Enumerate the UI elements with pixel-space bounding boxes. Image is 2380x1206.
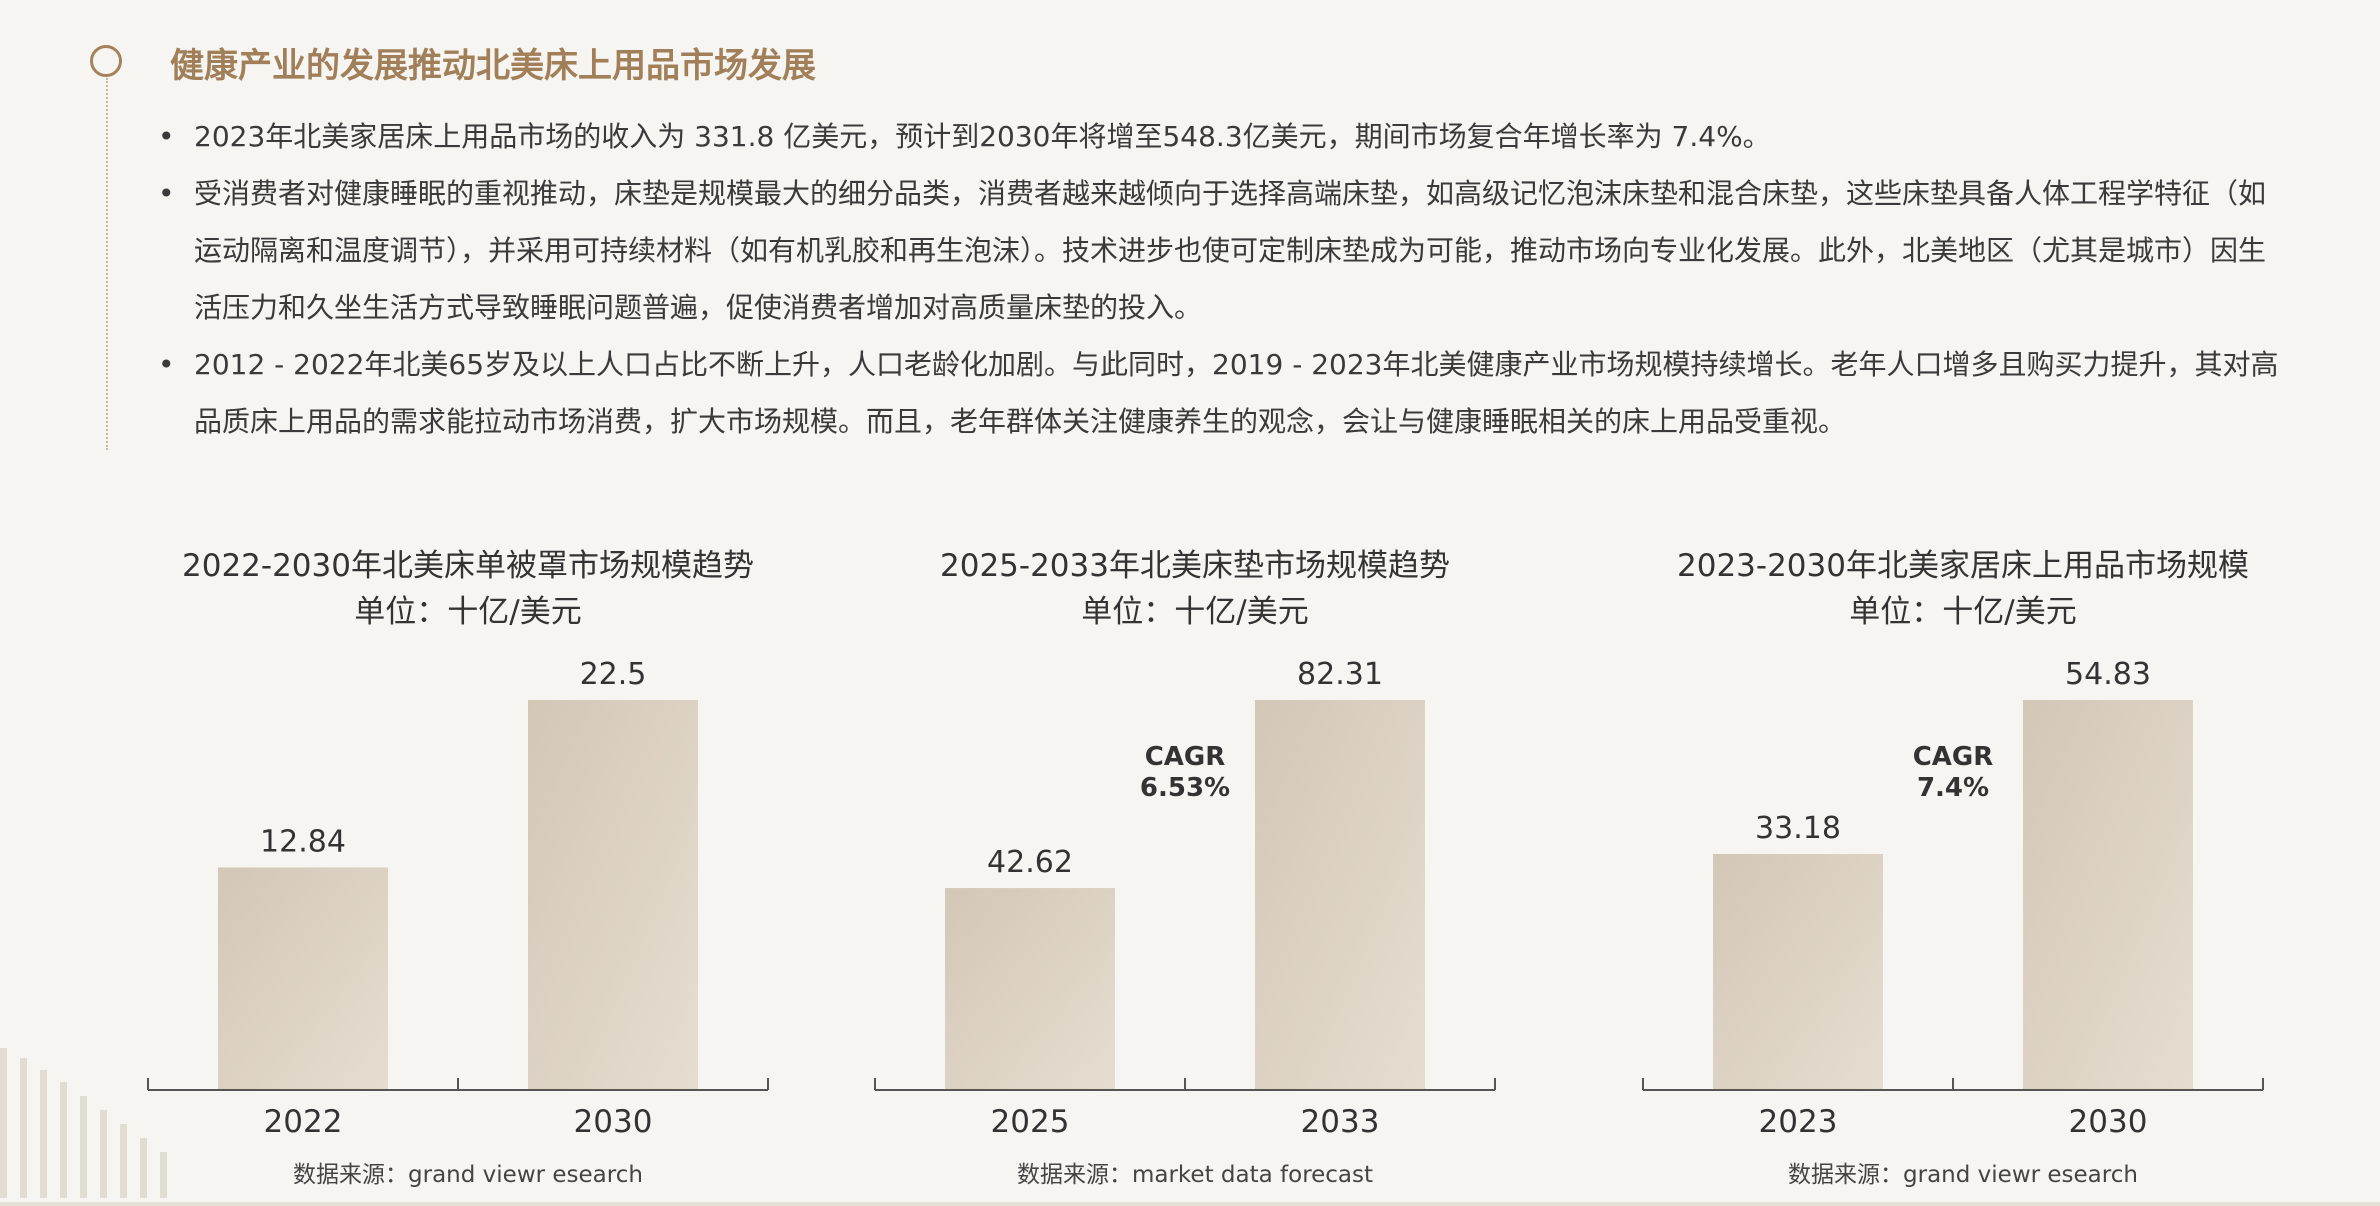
bar-2023 (1713, 853, 1883, 1090)
chart-unit: 单位：十亿/美元 (1849, 594, 2077, 630)
cagr-value: 7.4% (1917, 773, 1989, 803)
timeline-dotted-line (106, 78, 108, 450)
bullet-text: 2012 - 2022年北美65岁及以上人口占比不断上升，人口老龄化加剧。与此同… (194, 348, 2279, 438)
bar-value-label: 42.62 (987, 845, 1073, 880)
bullet-text: 2023年北美家居床上用品市场的收入为 331.8 亿美元，预计到2030年将增… (194, 120, 1771, 153)
decorative-stripe (140, 1138, 147, 1198)
category-label: 2023 (1759, 1104, 1838, 1140)
chart-source: 数据来源：market data forecast (1016, 1162, 1374, 1188)
decorative-stripe (20, 1058, 27, 1198)
category-label: 2022 (264, 1104, 343, 1140)
chart-unit: 单位：十亿/美元 (354, 594, 582, 630)
category-label: 2033 (1301, 1104, 1380, 1140)
bullet-dot: • (158, 120, 175, 153)
bar-value-label: 82.31 (1297, 657, 1383, 692)
bar-2022 (218, 867, 388, 1090)
cagr-label: CAGR (1913, 742, 1994, 772)
category-label: 2030 (2069, 1104, 2148, 1140)
bullet-dot: • (158, 348, 175, 381)
decorative-stripe (100, 1110, 107, 1198)
chart-unit: 单位：十亿/美元 (1081, 594, 1309, 630)
timeline-circle-icon (90, 45, 122, 77)
bullet-list: • 2023年北美家居床上用品市场的收入为 331.8 亿美元，预计到2030年… (158, 108, 2288, 450)
bar-2025 (945, 888, 1115, 1090)
cagr-label: CAGR (1145, 742, 1226, 772)
bar-value-label: 54.83 (2065, 657, 2151, 692)
category-label: 2025 (991, 1104, 1070, 1140)
decorative-stripe (160, 1152, 167, 1198)
decorative-stripe (60, 1082, 67, 1198)
chart-title: 2025-2033年北美床垫市场规模趋势 (940, 548, 1450, 584)
bullet-dot: • (158, 177, 175, 210)
bar-value-label: 33.18 (1755, 811, 1841, 846)
decorative-stripe (40, 1070, 47, 1198)
bottom-rule (0, 1202, 2380, 1206)
bar-value-label: 12.84 (260, 824, 346, 859)
chart-source: 数据来源：grand viewr esearch (293, 1162, 643, 1188)
decorative-stripe (80, 1096, 87, 1198)
chart-bedsheet-market: 2022-2030年北美床单被罩市场规模趋势 单位：十亿/美元 12.84 202… (138, 540, 798, 1200)
decorative-stripe (0, 1048, 7, 1198)
bar-2030 (528, 700, 698, 1090)
chart-title: 2022-2030年北美床单被罩市场规模趋势 (182, 548, 754, 584)
bullet-item: • 受消费者对健康睡眠的重视推动，床垫是规模最大的细分品类，消费者越来越倾向于选… (158, 165, 2288, 336)
bullet-item: • 2012 - 2022年北美65岁及以上人口占比不断上升，人口老龄化加剧。与… (158, 336, 2288, 450)
decorative-stripes (0, 1038, 200, 1198)
decorative-stripe (120, 1124, 127, 1198)
section-title: 健康产业的发展推动北美床上用品市场发展 (170, 46, 816, 86)
bar-chart-svg: 12.84 2022 22.5 2030 (147, 657, 769, 1140)
bullet-text: 受消费者对健康睡眠的重视推动，床垫是规模最大的细分品类，消费者越来越倾向于选择高… (194, 177, 2267, 324)
bar-2033 (1255, 700, 1425, 1090)
cagr-value: 6.53% (1140, 773, 1230, 803)
bar-2030 (2023, 700, 2193, 1090)
bullet-item: • 2023年北美家居床上用品市场的收入为 331.8 亿美元，预计到2030年… (158, 108, 2288, 165)
category-label: 2030 (574, 1104, 653, 1140)
chart-title: 2023-2030年北美家居床上用品市场规模 (1677, 548, 2249, 584)
chart-source: 数据来源：grand viewr esearch (1788, 1162, 2138, 1188)
chart-mattress-market: 2025-2033年北美床垫市场规模趋势 单位：十亿/美元 42.62 2025 8… (865, 540, 1525, 1200)
bar-value-label: 22.5 (580, 657, 647, 692)
chart-home-bedding-market: 2023-2030年北美家居床上用品市场规模 单位：十亿/美元 33.18 202… (1633, 540, 2293, 1200)
